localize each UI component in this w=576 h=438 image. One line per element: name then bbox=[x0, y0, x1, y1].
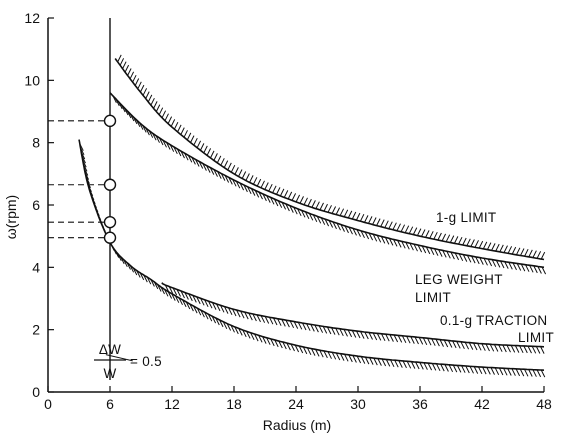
operating-point-marker bbox=[103, 114, 117, 128]
x-tick-label: 24 bbox=[288, 396, 304, 412]
label-1g-limit: 1-g LIMIT bbox=[436, 210, 496, 225]
label-leg-weight-2: LIMIT bbox=[415, 290, 451, 305]
label-dw-value: = 0.5 bbox=[130, 354, 162, 369]
operating-point-marker bbox=[103, 215, 117, 229]
y-tick-label: 10 bbox=[24, 72, 40, 88]
marks bbox=[48, 114, 133, 362]
y-tick-label: 12 bbox=[24, 10, 40, 26]
y-tick-label: 0 bbox=[32, 384, 40, 400]
x-tick-label: 18 bbox=[226, 396, 242, 412]
operating-point-marker bbox=[103, 178, 117, 191]
x-tick-label: 36 bbox=[412, 396, 428, 412]
x-tick-label: 42 bbox=[474, 396, 490, 412]
series-4-line bbox=[78, 139, 545, 371]
series-3-line bbox=[161, 282, 545, 348]
y-tick-label: 2 bbox=[32, 322, 40, 338]
operating-point-marker bbox=[103, 231, 117, 244]
x-tick-label: 48 bbox=[536, 396, 552, 412]
series-4-hatching bbox=[79, 143, 546, 378]
y-tick-label: 6 bbox=[32, 197, 40, 213]
dw-label-leader bbox=[105, 354, 133, 362]
series-3-hatching bbox=[164, 284, 545, 354]
x-tick-label: 30 bbox=[350, 396, 366, 412]
y-axis-label: ω(rpm) bbox=[3, 195, 19, 239]
x-tick-label: 6 bbox=[106, 396, 114, 412]
x-tick-label: 12 bbox=[164, 396, 180, 412]
series-1-line bbox=[114, 58, 545, 261]
label-leg-weight-1: LEG WEIGHT bbox=[415, 272, 503, 287]
label-traction-2: LIMIT bbox=[518, 330, 554, 345]
series-2-hatching bbox=[112, 95, 547, 275]
y-tick-label: 8 bbox=[32, 135, 40, 151]
label-dw-numerator: ΔW bbox=[99, 342, 121, 357]
x-axis-label: Radius (m) bbox=[263, 417, 331, 433]
x-tick-label: 0 bbox=[44, 396, 52, 412]
y-tick-label: 4 bbox=[32, 259, 40, 275]
label-dw-denominator: W bbox=[103, 366, 116, 381]
series-2-line bbox=[109, 92, 545, 269]
label-traction-1: 0.1-g TRACTION bbox=[440, 313, 547, 328]
series-1-hatching bbox=[117, 54, 546, 260]
